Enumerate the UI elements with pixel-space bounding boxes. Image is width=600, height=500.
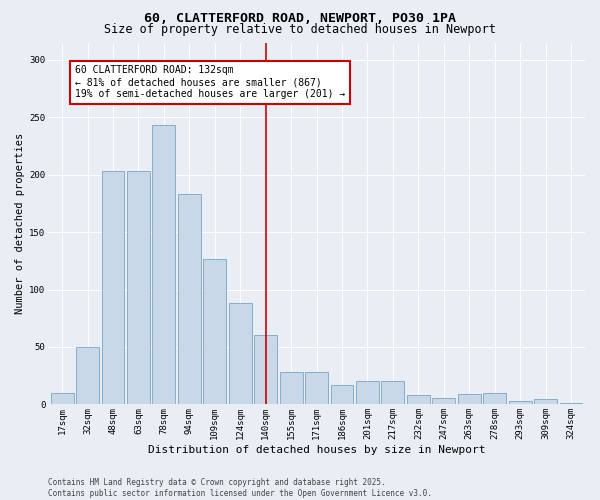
Bar xyxy=(254,336,277,404)
Text: 60, CLATTERFORD ROAD, NEWPORT, PO30 1PA: 60, CLATTERFORD ROAD, NEWPORT, PO30 1PA xyxy=(144,12,456,26)
Bar xyxy=(50,393,74,404)
Bar xyxy=(127,171,150,404)
Bar xyxy=(305,372,328,404)
Y-axis label: Number of detached properties: Number of detached properties xyxy=(15,133,25,314)
Bar xyxy=(407,395,430,404)
Text: 60 CLATTERFORD ROAD: 132sqm
← 81% of detached houses are smaller (867)
19% of se: 60 CLATTERFORD ROAD: 132sqm ← 81% of det… xyxy=(75,66,345,98)
Bar xyxy=(382,382,404,404)
X-axis label: Distribution of detached houses by size in Newport: Distribution of detached houses by size … xyxy=(148,445,485,455)
Bar xyxy=(483,393,506,404)
Text: Size of property relative to detached houses in Newport: Size of property relative to detached ho… xyxy=(104,24,496,36)
Bar xyxy=(458,394,481,404)
Bar xyxy=(203,258,226,404)
Bar xyxy=(280,372,302,404)
Bar xyxy=(356,382,379,404)
Bar xyxy=(178,194,201,404)
Bar xyxy=(152,125,175,404)
Bar xyxy=(101,171,124,404)
Bar xyxy=(331,385,353,404)
Bar xyxy=(76,347,99,405)
Bar xyxy=(433,398,455,404)
Bar xyxy=(534,398,557,404)
Text: Contains HM Land Registry data © Crown copyright and database right 2025.
Contai: Contains HM Land Registry data © Crown c… xyxy=(48,478,432,498)
Bar xyxy=(509,401,532,404)
Bar xyxy=(229,304,251,404)
